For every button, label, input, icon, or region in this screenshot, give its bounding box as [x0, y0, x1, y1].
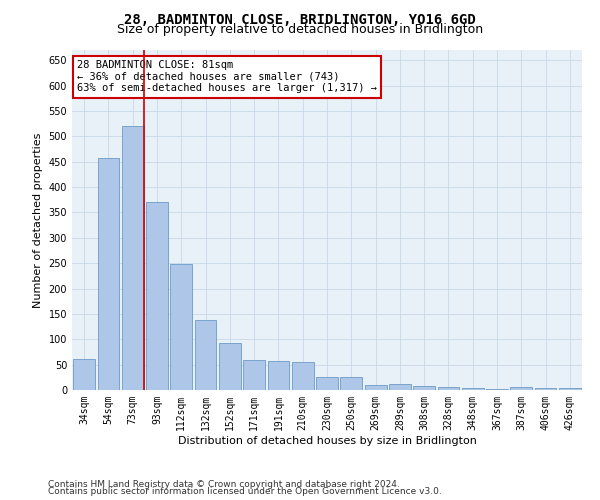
Y-axis label: Number of detached properties: Number of detached properties	[33, 132, 43, 308]
Bar	[97, 158, 119, 390]
Text: Size of property relative to detached houses in Bridlington: Size of property relative to detached ho…	[117, 22, 483, 36]
Bar	[316, 377, 338, 390]
Bar	[122, 126, 143, 390]
Text: 28, BADMINTON CLOSE, BRIDLINGTON, YO16 6GD: 28, BADMINTON CLOSE, BRIDLINGTON, YO16 6…	[124, 12, 476, 26]
Bar	[462, 388, 484, 390]
Bar	[292, 362, 314, 390]
Text: 28 BADMINTON CLOSE: 81sqm
← 36% of detached houses are smaller (743)
63% of semi: 28 BADMINTON CLOSE: 81sqm ← 36% of detac…	[77, 60, 377, 94]
Bar	[170, 264, 192, 390]
Bar	[268, 361, 289, 390]
X-axis label: Distribution of detached houses by size in Bridlington: Distribution of detached houses by size …	[178, 436, 476, 446]
Bar	[535, 388, 556, 390]
Bar	[389, 384, 411, 390]
Bar	[194, 320, 217, 390]
Bar	[73, 358, 95, 390]
Bar	[413, 386, 435, 390]
Bar	[146, 202, 168, 390]
Bar	[486, 389, 508, 390]
Bar	[559, 388, 581, 390]
Bar	[340, 377, 362, 390]
Text: Contains public sector information licensed under the Open Government Licence v3: Contains public sector information licen…	[48, 487, 442, 496]
Bar	[243, 360, 265, 390]
Bar	[511, 387, 532, 390]
Text: Contains HM Land Registry data © Crown copyright and database right 2024.: Contains HM Land Registry data © Crown c…	[48, 480, 400, 489]
Bar	[437, 387, 460, 390]
Bar	[219, 343, 241, 390]
Bar	[365, 385, 386, 390]
